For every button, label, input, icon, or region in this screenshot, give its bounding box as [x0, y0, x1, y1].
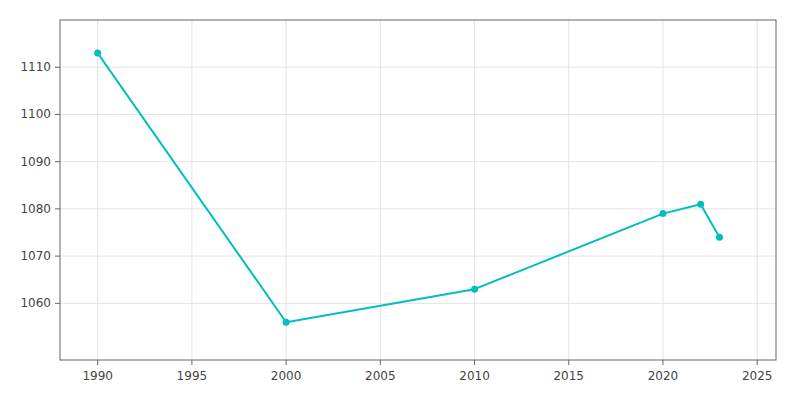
- grid-line-x: [97, 20, 98, 360]
- grid-line-y: [60, 161, 776, 162]
- point: [716, 234, 723, 241]
- tick-x: [568, 360, 569, 365]
- tick-label-x: 2025: [742, 369, 773, 383]
- tick-x: [97, 360, 98, 365]
- tick-label-x: 2015: [553, 369, 584, 383]
- tick-label-x: 2000: [271, 369, 302, 383]
- grid-line-y: [60, 67, 776, 68]
- tick-label-y: 1070: [20, 249, 51, 263]
- point: [94, 50, 101, 57]
- point: [659, 210, 666, 217]
- tick-y: [55, 67, 60, 68]
- grid-line-y: [60, 256, 776, 257]
- tick-y: [55, 256, 60, 257]
- grid-line-y: [60, 114, 776, 115]
- grid-line-x: [286, 20, 287, 360]
- point: [471, 286, 478, 293]
- grid-line-x: [568, 20, 569, 360]
- tick-y: [55, 114, 60, 115]
- axes: 1990 1995 2000 2005 2010 2015 2020 2025 1060 1070…: [20, 20, 776, 383]
- tick-label-y: 1060: [20, 296, 51, 310]
- grid-line-x: [662, 20, 663, 360]
- tick-x: [757, 360, 758, 365]
- plot-background: [60, 20, 776, 360]
- plot-frame: [60, 20, 776, 360]
- tick-x: [191, 360, 192, 365]
- tick-label-x: 2020: [648, 369, 679, 383]
- tick-y: [55, 303, 60, 304]
- tick-label-y: 1110: [20, 60, 51, 74]
- point: [697, 201, 704, 208]
- tick-label-x: 1990: [82, 369, 113, 383]
- tick-label-y: 1100: [20, 107, 51, 121]
- tick-label-y: 1080: [20, 202, 51, 216]
- grid-line-y: [60, 208, 776, 209]
- grid: [60, 20, 776, 360]
- grid-line-x: [757, 20, 758, 360]
- tick-label-x: 2010: [459, 369, 490, 383]
- tick-y: [55, 161, 60, 162]
- tick-label-x: 2005: [365, 369, 396, 383]
- point: [283, 319, 290, 326]
- chart-container: 1990 1995 2000 2005 2010 2015 2020 2025 1060 1070…: [0, 0, 800, 400]
- tick-label-y: 1090: [20, 155, 51, 169]
- grid-line-x: [474, 20, 475, 360]
- tick-label-x: 1995: [177, 369, 208, 383]
- series: [94, 50, 723, 326]
- grid-line-x: [380, 20, 381, 360]
- line: [98, 53, 720, 322]
- chart: 1990 1995 2000 2005 2010 2015 2020 2025 1060 1070…: [0, 0, 800, 400]
- tick-x: [380, 360, 381, 365]
- grid-line-y: [60, 303, 776, 304]
- tick-x: [474, 360, 475, 365]
- grid-line-x: [191, 20, 192, 360]
- tick-y: [55, 208, 60, 209]
- tick-x: [286, 360, 287, 365]
- tick-x: [662, 360, 663, 365]
